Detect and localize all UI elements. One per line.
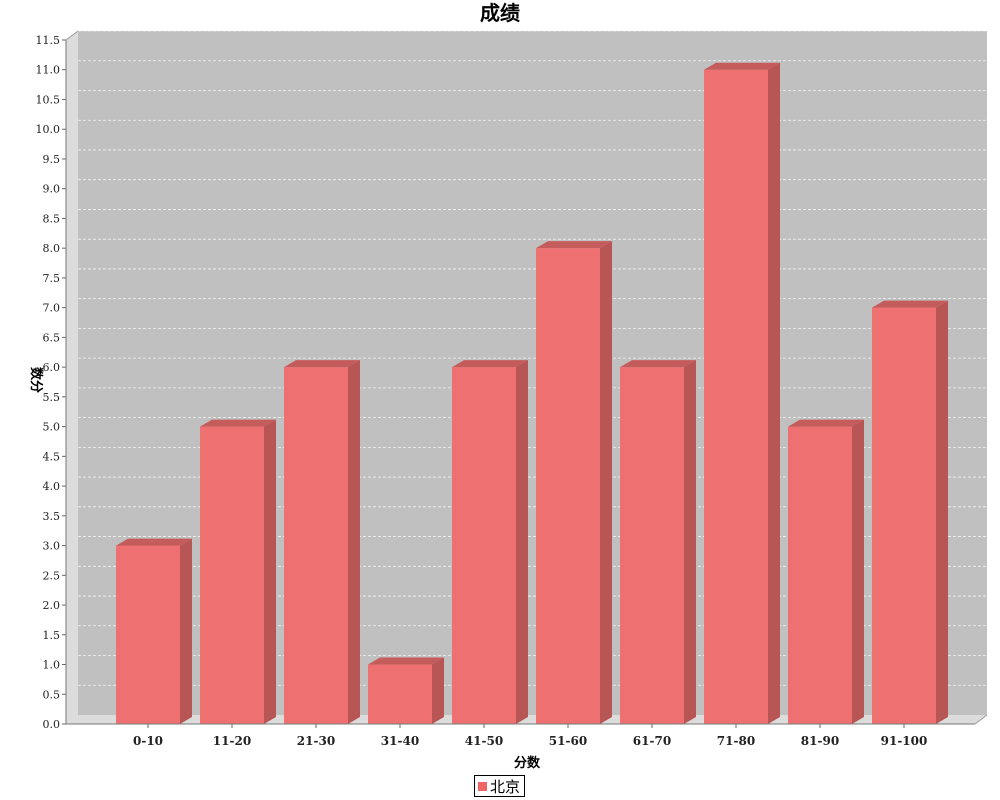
y-tick-label: 10.5 [36,93,61,106]
legend-label-beijing: 北京 [490,777,521,796]
axis-depth-line [974,714,988,725]
plot-left-wall [66,31,78,724]
y-tick-label: 3.0 [43,540,61,553]
bar-face [452,367,516,724]
y-tick-label: 4.5 [43,450,61,463]
y-tick-label: 0.0 [43,718,61,731]
y-tick-label: 11.5 [36,34,61,47]
bar-face [200,426,264,724]
bar-41-50 [452,360,528,724]
y-tick-label: 7.5 [43,272,61,285]
x-tick-label: 31-40 [381,734,419,748]
bar-21-30 [284,360,360,724]
bar-side [264,419,276,724]
bar-top [284,360,360,368]
x-tick-label: 41-50 [465,734,503,748]
bar-side [516,360,528,724]
y-tick-label: 10.0 [36,123,61,136]
y-tick-label: 1.5 [43,629,61,642]
y-tick-label: 5.0 [43,421,61,434]
y-tick-label: 2.5 [43,569,61,582]
legend: 北京 [474,775,526,797]
bar-face [872,307,936,724]
y-tick-label: 3.5 [43,510,61,523]
bar-side [432,657,444,724]
bar-51-60 [536,241,612,724]
bar-face [536,248,600,724]
bar-face [116,545,180,724]
bar-top [788,419,864,427]
bar-top [872,300,948,308]
x-tick-label: 0-10 [133,734,163,748]
bar-top [116,538,192,546]
bar-face [368,664,432,724]
y-tick-label: 8.5 [43,212,61,225]
y-tick-label: 8.0 [43,242,61,255]
bar-face [788,426,852,724]
y-tick-label: 7.0 [43,302,61,315]
x-tick-label: 51-60 [549,734,587,748]
chart-title: 成绩 [480,1,520,25]
y-tick-label: 6.5 [43,331,61,344]
x-tick-label: 81-90 [801,734,839,748]
legend-swatch-beijing [478,781,487,791]
bar-side [600,241,612,724]
bar-top [368,657,444,665]
y-tick-label: 1.0 [43,659,61,672]
y-tick-label: 0.5 [43,688,61,701]
bar-top [200,419,276,427]
bar-61-70 [620,360,696,724]
y-axis-label: 数分 [28,367,44,393]
y-tick-label: 5.5 [43,391,61,404]
bar-side [936,300,948,724]
bar-91-100 [872,300,948,724]
y-tick-labels: 0.0 0.5 1.0 1.5 2.0 2.5 3.0 3.5 4.0 4.5 5.0 5.5 6.0 6… [36,34,61,731]
x-tick-label: 21-30 [297,734,335,748]
axes [62,30,988,728]
y-tick-label: 9.5 [43,153,61,166]
bar-top [452,360,528,368]
bar-0-10 [116,538,192,724]
x-tick-label: 11-20 [213,734,251,748]
y-tick-label: 2.0 [43,599,61,612]
x-tick-label: 61-70 [633,734,671,748]
y-tick-label: 6.0 [43,361,61,374]
bar-side [768,62,780,724]
bar-side [684,360,696,724]
x-tick-label: 91-100 [881,734,928,748]
bar-81-90 [788,419,864,724]
bar-31-40 [368,657,444,724]
x-tick-label: 71-80 [717,734,755,748]
bar-face [620,367,684,724]
x-tick-labels: 0-10 11-20 21-30 31-40 41-50 51-60 61-70 71-80 8… [133,734,927,748]
bars [116,62,948,724]
bar-top [620,360,696,368]
bar-face [704,69,768,724]
y-tick-label: 9.0 [43,183,61,196]
bar-11-20 [200,419,276,724]
axis-depth-line [65,30,79,41]
y-tick-label: 4.0 [43,480,61,493]
bar-side [180,538,192,724]
y-tick-label: 11.0 [36,64,61,77]
bar-face [284,367,348,724]
bar-top [536,241,612,249]
bar-side [348,360,360,724]
bar-71-80 [704,62,780,724]
bar-top [704,62,780,70]
x-axis-label: 分数 [514,755,541,771]
bar-side [852,419,864,724]
